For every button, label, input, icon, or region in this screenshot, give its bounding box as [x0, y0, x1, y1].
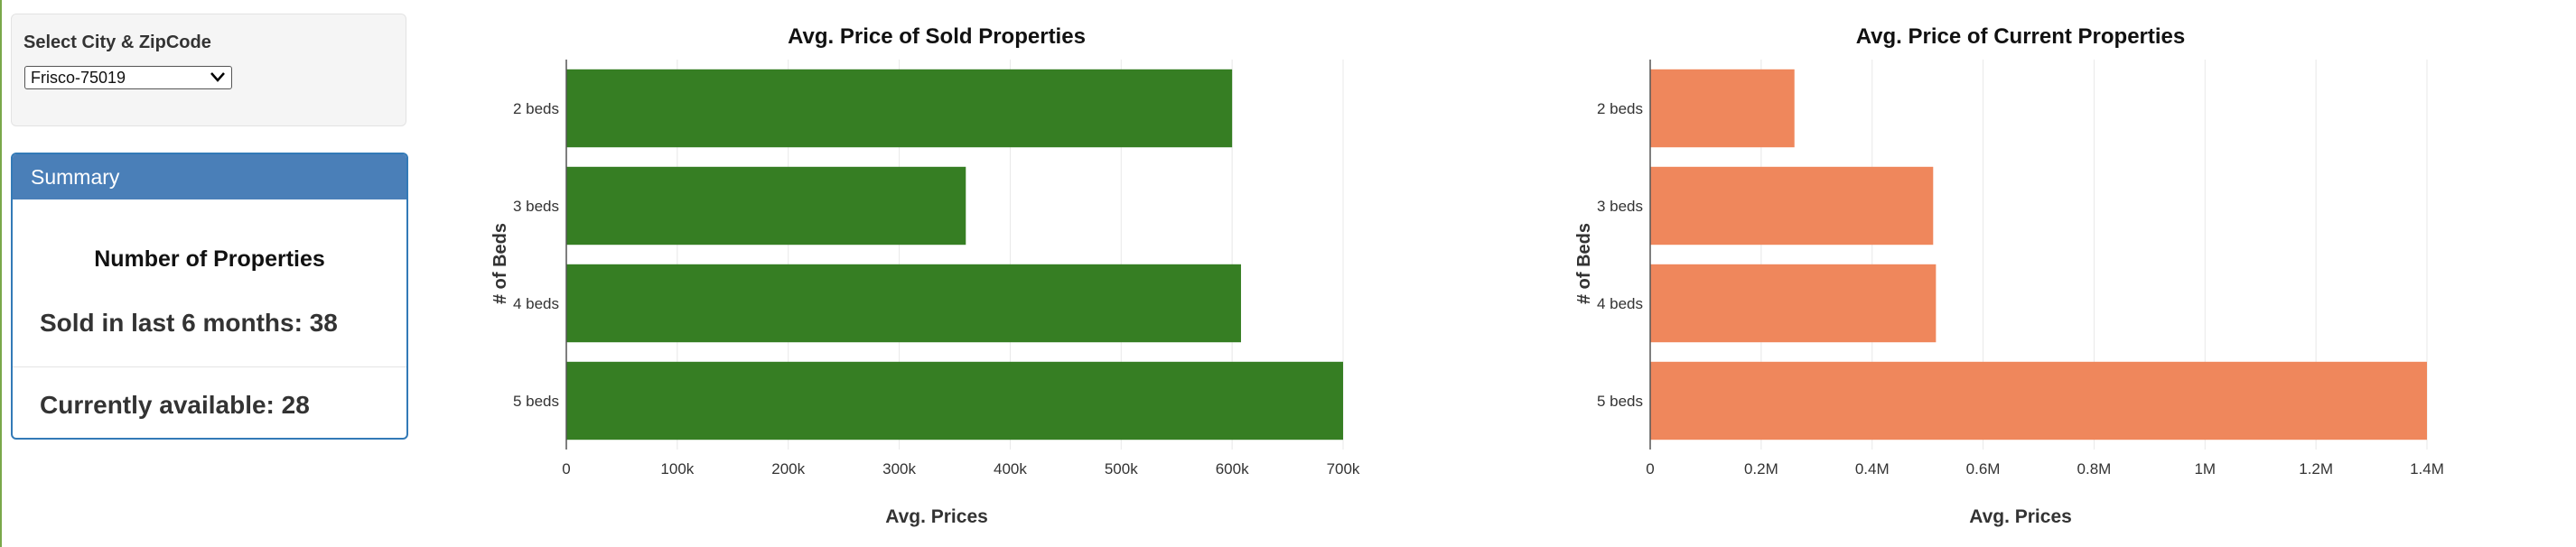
summary-heading: Summary — [13, 154, 406, 199]
sold-tick-label: 0 — [562, 460, 570, 477]
current-bar — [1650, 361, 2427, 440]
sold-tick-label: 500k — [1105, 460, 1138, 477]
current-tick-label: 0.8M — [2077, 460, 2112, 477]
summary-title: Number of Properties — [94, 246, 325, 272]
city-zip-select-value: Frisco-75019 — [31, 69, 126, 87]
summary-panel: Summary Number of Properties Sold in las… — [11, 153, 408, 440]
current-tick-label: 1M — [2194, 460, 2216, 477]
chevron-down-icon — [210, 72, 225, 82]
sold-tick-label: 600k — [1216, 460, 1249, 477]
current-bar — [1650, 166, 1934, 246]
sold-tick-label: 300k — [882, 460, 916, 477]
available-count: Currently available: 28 — [40, 391, 310, 419]
sold-y-axis-label: # of Beds — [490, 223, 510, 304]
sold-bar — [566, 361, 1343, 440]
current-tick-label: 0.4M — [1855, 460, 1890, 477]
current-category-label: 2 beds — [1597, 100, 1643, 117]
sold-bar — [566, 69, 1233, 148]
current-x-axis-label: Avg. Prices — [1969, 506, 2072, 527]
sold-tick-label: 100k — [660, 460, 694, 477]
sold-category-label: 2 beds — [513, 100, 559, 117]
current-category-label: 3 beds — [1597, 198, 1643, 215]
left-edge-accent — [0, 0, 2, 547]
sold-price-chart: 2 beds 3 beds 4 beds 5 beds 0 100k 200k 300k 400… — [490, 24, 1360, 527]
current-price-chart: 2 beds 3 beds 4 beds 5 beds 0 0.2M 0.4M 0.6M 0.8… — [1574, 24, 2444, 527]
current-tick-label: 1.2M — [2299, 460, 2333, 477]
current-tick-label: 0 — [1646, 460, 1654, 477]
sold-count: Sold in last 6 months: 38 — [40, 309, 338, 337]
current-bar — [1650, 264, 1937, 343]
sold-category-label: 3 beds — [513, 198, 559, 215]
current-y-axis-label: # of Beds — [1574, 223, 1594, 304]
current-tick-label: 0.2M — [1744, 460, 1778, 477]
city-zip-select[interactable]: Frisco-75019 — [24, 66, 232, 89]
current-tick-label: 1.4M — [2410, 460, 2444, 477]
summary-divider — [13, 366, 406, 367]
sold-tick-label: 200k — [771, 460, 805, 477]
sold-x-axis-label: Avg. Prices — [885, 506, 988, 527]
current-category-label: 5 beds — [1597, 393, 1643, 410]
sold-tick-label: 400k — [994, 460, 1027, 477]
sold-title: Avg. Price of Sold Properties — [788, 24, 1086, 49]
select-label: Select City & ZipCode — [23, 32, 211, 52]
sold-category-label: 4 beds — [513, 295, 559, 312]
current-bar — [1650, 69, 1795, 148]
current-category-label: 4 beds — [1597, 295, 1643, 312]
current-title: Avg. Price of Current Properties — [1856, 24, 2186, 49]
sold-bar — [566, 166, 966, 246]
current-tick-label: 0.6M — [1966, 460, 2001, 477]
sold-tick-label: 700k — [1327, 460, 1360, 477]
sold-category-label: 5 beds — [513, 393, 559, 410]
sold-bar — [566, 264, 1241, 343]
